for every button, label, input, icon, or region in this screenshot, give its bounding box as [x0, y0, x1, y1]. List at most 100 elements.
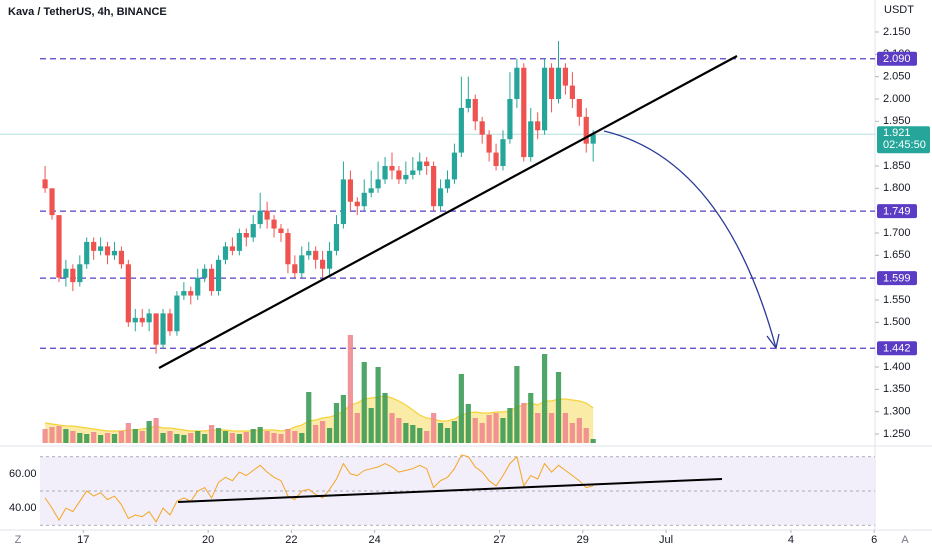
candle-body: [118, 250, 125, 265]
candle-body: [195, 277, 201, 296]
volume-bar: [548, 413, 555, 443]
candle-body: [514, 67, 520, 99]
currency-label: USDT: [884, 4, 914, 16]
candle-body: [153, 313, 159, 345]
rsi-tick-label: 60.00: [9, 468, 37, 480]
candle-body: [382, 165, 388, 180]
volume-bar: [375, 367, 381, 443]
candle-body: [250, 224, 256, 238]
level-label-box: [877, 51, 917, 66]
candle-body: [535, 121, 541, 131]
candle-body: [167, 313, 173, 332]
volume-bar: [562, 413, 569, 443]
volume-bar: [160, 433, 166, 443]
candle-body: [437, 188, 444, 207]
x-tick-label: 17: [77, 534, 89, 546]
volume-bar: [181, 435, 187, 443]
candle-body: [125, 264, 131, 323]
level-label: 1.442: [883, 343, 911, 355]
candle-body: [98, 246, 104, 251]
volume-bar: [229, 433, 236, 443]
volume-bar: [368, 408, 374, 443]
drawings: [158, 55, 780, 503]
candle-body: [542, 67, 548, 131]
volume-bar: [195, 431, 201, 443]
candle-body: [63, 268, 69, 278]
candle-body: [521, 67, 527, 158]
last-price-label: 1.921: [883, 127, 911, 139]
volume-bar: [347, 335, 353, 443]
candle-body: [222, 246, 229, 260]
candle-body: [507, 98, 513, 140]
candle-body: [229, 246, 236, 251]
candle-body: [188, 291, 194, 296]
candle-body: [576, 98, 582, 117]
candle-body: [555, 67, 562, 99]
candle-body: [347, 179, 353, 202]
candle-body: [424, 161, 430, 166]
volume-bar: [514, 366, 520, 443]
volume-bar: [84, 434, 90, 443]
y-tick-label: 1.650: [883, 249, 911, 261]
candle-body: [458, 107, 464, 153]
volume-bar: [70, 431, 76, 443]
candle-body: [278, 228, 284, 233]
volume-bar: [77, 433, 83, 443]
volume-bar: [521, 403, 527, 443]
y-tick-label: 2.050: [883, 71, 911, 83]
y-tick-label: 1.350: [883, 383, 911, 395]
x-tick-label: 6: [871, 534, 877, 546]
volume-bar: [479, 423, 485, 443]
volume-bar: [188, 433, 194, 443]
volume-bar: [535, 413, 541, 443]
volume-bar: [146, 421, 152, 443]
volume-bar: [208, 425, 215, 443]
candle-body: [451, 152, 458, 180]
y-tick-label: 1.550: [883, 294, 911, 306]
candle-body: [139, 317, 145, 323]
candle-body: [202, 268, 208, 278]
x-tick-label: 27: [493, 534, 505, 546]
candle-body: [583, 116, 589, 144]
candle-body: [500, 139, 506, 166]
candle-body: [70, 268, 76, 283]
volume-bar: [500, 418, 506, 443]
volume-bar: [576, 418, 582, 443]
volume-bar: [118, 431, 125, 443]
level-label-box: [877, 204, 917, 219]
volume-bar: [42, 429, 48, 443]
volume-bar: [153, 418, 159, 443]
volume-bar: [451, 421, 458, 443]
volume-bar: [555, 372, 562, 443]
y-tick-label: 2.000: [883, 93, 911, 105]
support-trendline: [158, 55, 738, 369]
candle-body: [181, 291, 187, 296]
candle-body: [354, 201, 360, 207]
volume-bar: [326, 428, 333, 443]
volume-bar: [98, 435, 104, 443]
rsi-trendline: [177, 478, 723, 503]
volume-bar: [590, 439, 596, 443]
candle-body: [368, 188, 374, 193]
volume-bar: [278, 434, 284, 443]
candle-body: [257, 210, 263, 225]
candle-body: [243, 232, 249, 238]
volume-bar: [320, 421, 326, 443]
volume-bar: [292, 431, 298, 443]
volume-bar: [243, 432, 249, 443]
volume-bar: [569, 423, 575, 443]
volume-bar: [507, 408, 513, 443]
forecast-arrow: [603, 130, 777, 349]
y-tick-label: 1.400: [883, 361, 911, 373]
volume-bar: [340, 395, 347, 443]
candle-body: [333, 224, 340, 251]
volume-bar: [396, 418, 402, 443]
chart-title: Kava / TetherUS, 4h, BINANCE: [8, 6, 167, 18]
level-label: 1.749: [883, 206, 911, 218]
candle-body: [403, 174, 409, 180]
volume-bar: [458, 374, 464, 443]
candle-body: [77, 264, 83, 283]
y-tick-label: 2.150: [883, 26, 911, 38]
